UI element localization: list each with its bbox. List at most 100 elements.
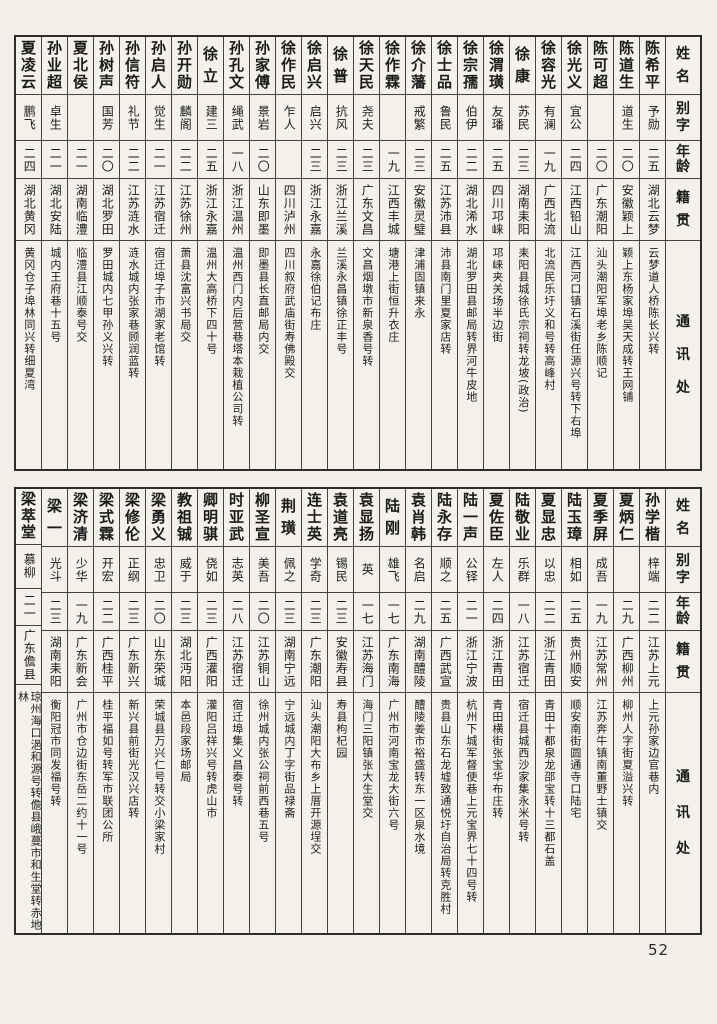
- native-place-cell: 湖北安陆: [42, 179, 67, 241]
- age-cell: 二一: [146, 141, 171, 179]
- table-column: 夏凌云鹏飞 二四 湖北黄冈 黄冈仓子埠林同兴转细夏湾: [16, 37, 41, 469]
- name-cell: 陆敬业: [510, 489, 535, 547]
- table-column: 孙孔文绳武 一八 浙江温州 温州西门内后营巷塔本栽植公司转: [223, 37, 249, 469]
- alias-cell: 绳武: [224, 95, 249, 141]
- table-column: 袁肖韩名启 二九 湖南醴陵 醴陵姜市裕盛转东一区泉水境: [405, 489, 431, 933]
- native-place-cell: 江苏宿迁: [224, 631, 249, 693]
- alias-cell: 美吾: [250, 547, 275, 593]
- table-column: 徐宗孺伯伊 二二 湖北浠水 湖北罗田县邮局转界河牛皮地: [457, 37, 483, 469]
- table-column: 连士英学奇 二三 广东潮阳 汕头潮阳大布乡上厝开源埕交: [301, 489, 327, 933]
- contact-cell: 青田横街张宝华布庄转: [490, 699, 504, 819]
- alias-cell: 宜公: [562, 95, 587, 141]
- contact-cell: 荣城县万兴仁号转交小梁家村: [152, 699, 166, 855]
- alias-cell: [68, 95, 93, 141]
- name-cell: 徐康: [510, 37, 535, 95]
- native-place-cell: 浙江青田: [536, 631, 561, 693]
- age-cell: 二〇: [250, 593, 275, 631]
- native-place-cell: 安徽颖上: [614, 179, 639, 241]
- name-cell: 夏佐臣: [484, 489, 509, 547]
- contact-cell: 徐州城内张公祠前西巷五号: [256, 699, 270, 843]
- contact-cell: 罗田城内七甲孙义兴转: [100, 247, 114, 367]
- name-cell: 夏显忠: [536, 489, 561, 547]
- native-place-cell: 广东新会: [68, 631, 93, 693]
- table-column: 陆一声公铎 二一 浙江宁波 杭州下城军督使巷上元宝界七十四号转: [457, 489, 483, 933]
- native-place-cell: 江苏上元: [640, 631, 665, 693]
- name-cell: 袁肖韩: [406, 489, 431, 547]
- age-cell: 二三: [406, 141, 431, 179]
- alias-cell: [380, 95, 405, 141]
- alias-cell: 鲁民: [432, 95, 457, 141]
- table-column: 徐作霖一九 江西丰城 塘港上街恒升衣庄: [379, 37, 405, 469]
- age-cell: 一九: [68, 593, 93, 631]
- table-column: 荆璜佩之 二三 湖南宁远 宁远城内丁字街品禄斋: [275, 489, 301, 933]
- contact-cell: 本邑段家场邮局: [178, 699, 192, 783]
- name-cell: 孙信符: [120, 37, 145, 95]
- contact-cell: 琼州海口浥和源号转儋县峨蔓市和生堂转赤地林: [16, 691, 42, 932]
- name-cell: 徐作民: [276, 37, 301, 95]
- native-place-cell: 湖北浠水: [458, 179, 483, 241]
- contact-cell: 津浦固镇来永: [412, 247, 426, 319]
- age-cell: 二九: [614, 593, 639, 631]
- native-place-cell: 浙江温州: [224, 179, 249, 241]
- native-place-cell: 浙江青田: [484, 631, 509, 693]
- contact-cell: 衡阳冠市同发福号转: [48, 699, 62, 807]
- table-column: 夏佐臣左人 二四 浙江青田 青田横街张宝华布庄转: [483, 489, 509, 933]
- alias-cell: 景岩: [250, 95, 275, 141]
- alias-cell: 有澜: [536, 95, 561, 141]
- name-cell: 陆刚: [380, 489, 405, 547]
- name-cell: 徐天民: [354, 37, 379, 95]
- table-column: 袁显扬英一七 江苏海门 海门三阳镇张大生堂交: [353, 489, 379, 933]
- age-cell: 二一: [42, 141, 67, 179]
- table-column: 陆敬业乐群 一八 江苏宿迁 宿迁县城西沙家集永米号转: [509, 489, 535, 933]
- age-cell: 一九: [380, 141, 405, 179]
- contact-cell: 汕头潮阳大布乡上厝开源埕交: [308, 699, 322, 855]
- alias-cell: 锡民: [328, 547, 353, 593]
- contact-cell: 上元孙家边官巷内: [646, 699, 660, 795]
- native-place-cell: 广东新兴: [120, 631, 145, 693]
- contact-cell: 柳州人字街夏溢兴转: [620, 699, 634, 807]
- contact-cell: 贵县山东石龙墟致通悦圩自治局转克胜村: [438, 699, 452, 915]
- alias-cell: 志英: [224, 547, 249, 593]
- header-native: 籍贯: [666, 631, 700, 693]
- name-cell: 连士英: [302, 489, 327, 547]
- alias-cell: 梓端: [640, 547, 665, 593]
- table-column: 孙信符礼节 二二 江苏涟水 涟水城内张家巷顾润蓝转: [119, 37, 145, 469]
- age-cell: 二二: [640, 593, 665, 631]
- native-place-cell: 江苏铜山: [250, 631, 275, 693]
- age-cell: 二五: [432, 141, 457, 179]
- header-alias: 别字: [666, 95, 700, 141]
- age-cell: 二〇: [614, 141, 639, 179]
- alias-cell: 学奇: [302, 547, 327, 593]
- native-place-cell: 广西武宣: [432, 631, 457, 693]
- name-cell: 徐容光: [536, 37, 561, 95]
- alias-cell: 戒繁: [406, 95, 431, 141]
- table-column: 卿明骐侥如 二三 广西灌阳 灌阳吕祥兴号转虎山市: [197, 489, 223, 933]
- header-age: 年龄: [666, 593, 700, 631]
- native-place-cell: 广东潮阳: [588, 179, 613, 241]
- alias-cell: 伯伊: [458, 95, 483, 141]
- native-place-cell: 四川泸州: [276, 179, 301, 241]
- name-cell: 孙启人: [146, 37, 171, 95]
- contact-cell: 兰溪永昌镇徐正丰号: [334, 247, 348, 355]
- native-place-cell: 江西丰城: [380, 179, 405, 241]
- alias-cell: 苏民: [510, 95, 535, 141]
- name-cell: 徐光义: [562, 37, 587, 95]
- alias-cell: 慕柳: [16, 545, 41, 590]
- table-column: 孙树声国芳 二〇 湖北罗田 罗田城内七甲孙义兴转: [93, 37, 119, 469]
- alias-cell: 麟阁: [172, 95, 197, 141]
- table-column: 夏季屏成吾 一九 江苏常州 江苏奔牛镇南董野士镇交: [587, 489, 613, 933]
- age-cell: 二三: [198, 593, 223, 631]
- native-place-cell: 四川邛崃: [484, 179, 509, 241]
- alias-cell: 卓生: [42, 95, 67, 141]
- table-column: 教祖铖威于 二三 湖北沔阳 本邑段家场邮局: [171, 489, 197, 933]
- age-cell: 二〇: [94, 141, 119, 179]
- age-cell: 二三: [302, 141, 327, 179]
- native-place-cell: 广西灌阳: [198, 631, 223, 693]
- native-place-cell: 广西柳州: [614, 631, 639, 693]
- name-cell: 孙开勋: [172, 37, 197, 95]
- age-cell: 二四: [562, 141, 587, 179]
- name-cell: 陈道生: [614, 37, 639, 95]
- native-place-cell: 江苏常州: [588, 631, 613, 693]
- header-name: 姓名: [666, 489, 700, 547]
- native-place-cell: 湖南醴陵: [406, 631, 431, 693]
